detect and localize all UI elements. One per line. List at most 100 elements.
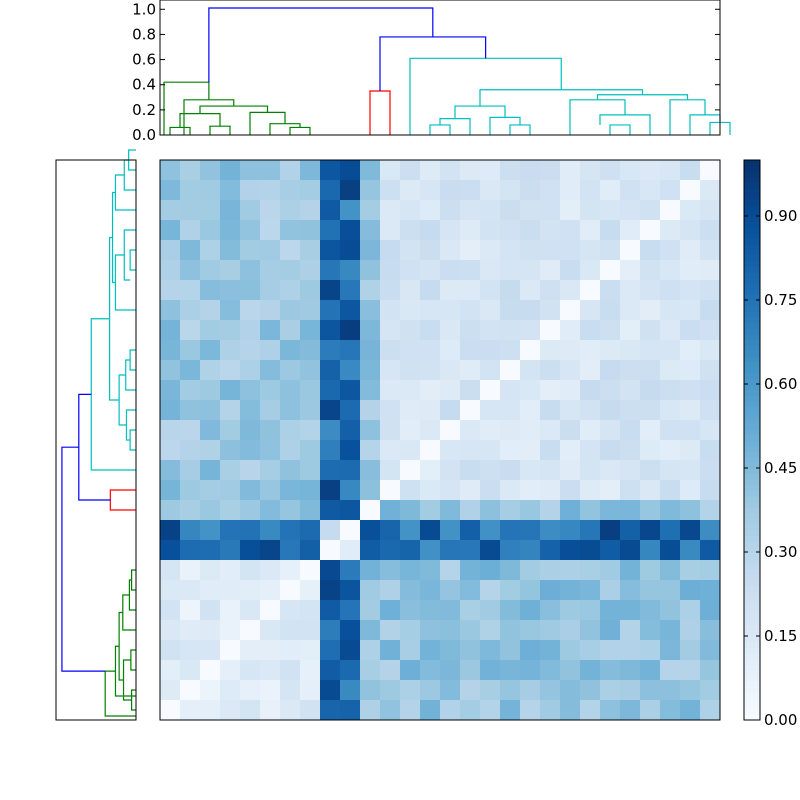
heatmap-cell [280,480,301,501]
heatmap-cell [440,620,461,641]
heatmap-cell [240,620,261,641]
heatmap-cell [300,220,321,241]
heatmap-cell [340,360,361,381]
colorbar-segment [744,238,760,245]
heatmap-cell [580,340,601,361]
heatmap-cell [480,680,501,701]
heatmap-cell [300,460,321,481]
heatmap-cell [480,640,501,661]
heatmap-cell [440,360,461,381]
heatmap-cell [280,580,301,601]
heatmap-cell [600,620,621,641]
heatmap-cell [460,220,481,241]
heatmap-cell [360,240,381,261]
colorbar-segment [744,686,760,693]
heatmap-cell [620,240,641,261]
heatmap-cell [380,160,401,181]
dendrogram-link [669,99,706,135]
heatmap-cell [340,460,361,481]
heatmap-cell [180,220,201,241]
heatmap-cell [420,260,441,281]
dendrogram-link [569,99,626,135]
heatmap-cell [240,520,261,541]
heatmap-cell [340,480,361,501]
heatmap-cell [620,160,641,181]
heatmap-cell [340,440,361,461]
heatmap-cell [520,500,541,521]
colorbar-segment [744,479,760,486]
heatmap-cell [200,280,221,301]
heatmap-cell [280,300,301,321]
heatmap-cell [560,200,581,221]
heatmap-cell [460,200,481,221]
heatmap-cell [700,500,721,521]
heatmap-cell [300,160,321,181]
heatmap-cell [620,600,641,621]
colorbar-segment [744,692,760,699]
heatmap-cell [440,460,461,481]
heatmap-cell [520,580,541,601]
heatmap-cell [160,600,181,621]
heatmap-cell [260,620,281,641]
heatmap-cell [540,680,561,701]
heatmap-cell [640,680,661,701]
heatmap-cell [540,200,561,221]
heatmap-cell [540,620,561,641]
dendrogram-link [289,126,311,135]
heatmap-cell [360,620,381,641]
heatmap-cell [540,160,561,181]
heatmap-cell [660,180,681,201]
heatmap-cell [260,540,281,561]
dendrogram-link [689,114,721,135]
heatmap-cell [360,220,381,241]
heatmap-cell [200,660,221,681]
colorbar-segment [744,199,760,206]
heatmap-cell [160,200,181,221]
colorbar-segment [744,417,760,424]
heatmap-cell [200,680,221,701]
heatmap-cell [200,460,221,481]
heatmap-cell [680,620,701,641]
colorbar-segment [744,524,760,531]
heatmap-cell [580,400,601,421]
heatmap-cell [160,260,181,281]
colorbar-segment [744,210,760,217]
heatmap-cell [320,220,341,241]
heatmap-cell [600,280,621,301]
heatmap-cell [380,280,401,301]
heatmap-cell [660,300,681,321]
heatmap-cell [340,300,361,321]
heatmap-cell [380,320,401,341]
heatmap-cell [260,500,281,521]
heatmap-cell [280,280,301,301]
heatmap-cell [360,420,381,441]
heatmap-cell [700,400,721,421]
heatmap-cell [660,380,681,401]
heatmap-cell [460,460,481,481]
heatmap-cell [500,620,521,641]
heatmap-cell [320,240,341,261]
heatmap-cell [580,320,601,341]
heatmap-cell [180,560,201,581]
colorbar-segment [744,322,760,329]
heatmap-cell [600,440,621,461]
heatmap-cell [420,660,441,681]
colorbar-segment [744,400,760,407]
heatmap-cell [400,200,421,221]
heatmap-cell [400,480,421,501]
colorbar-tick-label: 0.45 [764,459,797,477]
heatmap-cell [680,420,701,441]
colorbar-tick-label: 0.75 [764,291,797,309]
heatmap-cell [460,420,481,441]
heatmap-cell [460,600,481,621]
heatmap-cell [240,400,261,421]
heatmap-cell [680,520,701,541]
heatmap-cell [300,340,321,361]
heatmap-cell [500,240,521,261]
heatmap-cell [320,520,341,541]
heatmap-cell [540,500,561,521]
heatmap-cell [700,460,721,481]
colorbar-segment [744,288,760,295]
heatmap-cell [240,340,261,361]
heatmap-cell [700,180,721,201]
